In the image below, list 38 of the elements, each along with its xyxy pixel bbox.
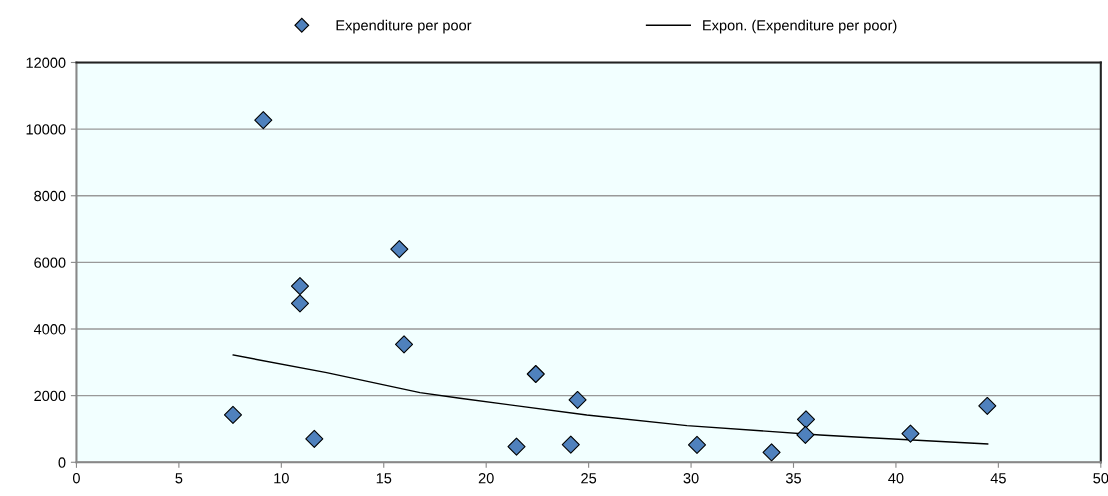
- y-tick-label: 4000: [33, 324, 66, 335]
- point: [796, 410, 816, 429]
- y-tick-label: 2000: [34, 390, 66, 402]
- point: [687, 435, 707, 455]
- x-tick-label: 15: [376, 473, 392, 484]
- point: [507, 437, 526, 456]
- point: [254, 111, 273, 130]
- legend-label: Expon. (Expenditure per poor): [703, 19, 897, 34]
- point: [394, 335, 414, 354]
- x-tick-label: 45: [990, 473, 1006, 484]
- x-tick-label: 50: [1093, 473, 1108, 484]
- point: [290, 276, 310, 296]
- point: [568, 390, 587, 410]
- y-tick-label: 6000: [34, 257, 66, 268]
- point: [526, 364, 545, 384]
- point: [305, 429, 324, 449]
- x-tick-label: 0: [72, 473, 80, 484]
- y-tick-label: 10000: [26, 124, 66, 135]
- line-series: [232, 354, 989, 445]
- y-tick-label: 12000: [26, 57, 66, 68]
- y-tick-label: 0: [58, 457, 66, 468]
- point: [390, 239, 409, 259]
- point: [901, 424, 920, 443]
- legend-label: Expenditure per poor: [336, 19, 472, 34]
- x-tick-label: 25: [581, 473, 597, 484]
- point: [561, 435, 580, 454]
- x-tick-label: 5: [175, 473, 183, 484]
- y-tick-label: 8000: [34, 190, 66, 202]
- point: [290, 294, 310, 313]
- x-tick-label: 30: [683, 473, 699, 484]
- x-tick-label: 20: [478, 473, 494, 484]
- point: [223, 405, 243, 425]
- x-tick-label: 10: [274, 473, 289, 484]
- point: [762, 443, 781, 462]
- x-tick-label: 40: [888, 473, 904, 484]
- point: [978, 396, 997, 416]
- point: [796, 425, 815, 445]
- x-tick-label: 35: [785, 473, 801, 484]
